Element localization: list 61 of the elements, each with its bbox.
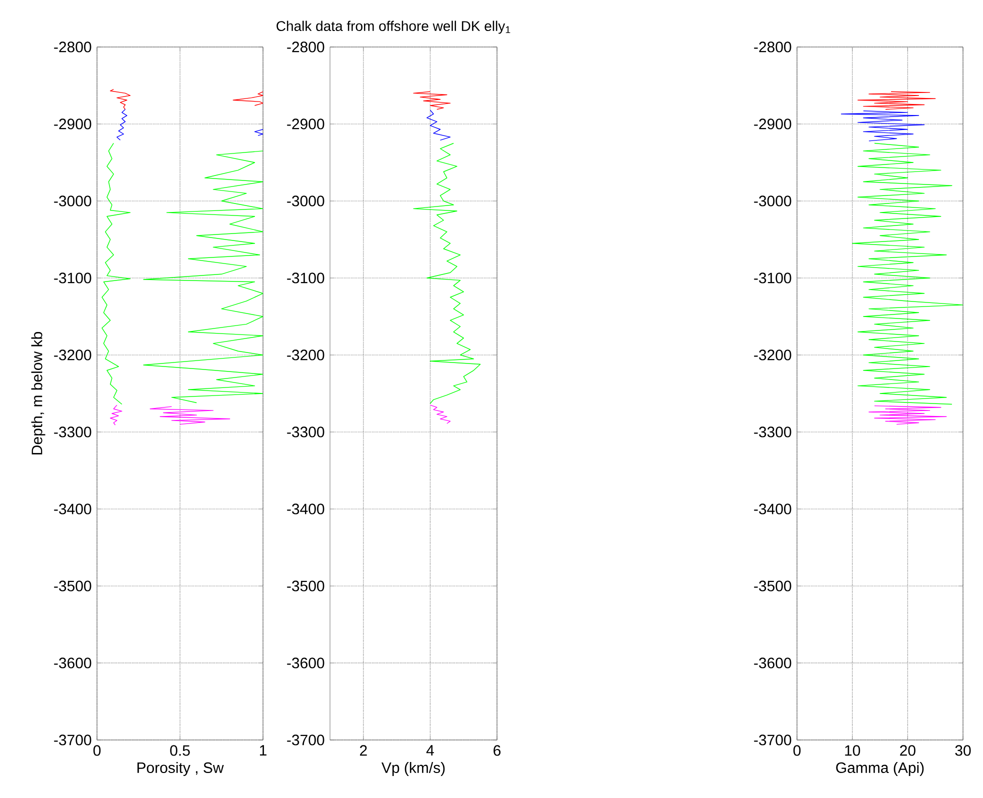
y-tick-label: -3400 (287, 504, 324, 514)
x-tick-label: 0 (793, 745, 801, 756)
x-tick-label: 1 (260, 745, 266, 756)
line-series (430, 404, 451, 424)
y-tick-label: -3200 (754, 350, 792, 360)
line-series (110, 404, 122, 426)
line-series (858, 91, 936, 110)
line-series (232, 91, 264, 106)
x-tick-label: 6 (494, 745, 501, 756)
y-tick-label: -3600 (287, 658, 324, 668)
x-tick-label: 0.5 (170, 745, 190, 756)
y-tick-label: -3000 (54, 196, 92, 206)
x-axis-title: Gamma (Api) (836, 762, 924, 776)
x-tick-label: 20 (900, 745, 916, 756)
y-tick-label: -2900 (54, 118, 92, 130)
y-tick-label: -3200 (54, 350, 92, 360)
x-tick-label: 30 (955, 745, 971, 756)
line-series (840, 110, 925, 142)
y-tick-label: -3100 (54, 272, 92, 284)
x-tick-label: 2 (360, 745, 367, 756)
line-series (102, 142, 131, 405)
y-tick-label: -3200 (287, 350, 324, 360)
x-axis-title: Vp (km/s) (381, 762, 445, 776)
line-series (852, 142, 963, 405)
y-tick-label: -3300 (287, 426, 324, 438)
line-series (413, 91, 451, 110)
line-series (426, 110, 451, 141)
line-series (143, 150, 264, 404)
y-tick-label: -3500 (54, 580, 92, 592)
line-series (150, 406, 230, 425)
x-tick-label: 10 (845, 745, 860, 756)
line-series (868, 405, 947, 425)
y-tick-label: -3600 (754, 658, 792, 668)
y-tick-label: -3100 (754, 272, 792, 284)
y-tick-label: -2900 (754, 118, 792, 130)
y-axis-title: Depth, m below kb (31, 332, 46, 454)
x-tick-label: 0 (93, 745, 101, 756)
x-axis-title: Porosity , Sw (137, 762, 224, 776)
y-tick-label: -3600 (54, 658, 92, 668)
y-tick-label: -3000 (287, 196, 324, 206)
y-tick-label: -2800 (287, 42, 324, 52)
y-tick-label: -2800 (54, 42, 92, 52)
line-series (116, 109, 128, 141)
y-tick-label: -3300 (754, 426, 792, 438)
y-tick-label: -3400 (754, 504, 792, 514)
y-tick-label: -3700 (54, 734, 92, 746)
line-series (413, 142, 481, 404)
y-tick-label: -2800 (754, 42, 792, 52)
y-tick-label: -3500 (287, 580, 324, 592)
line-series (110, 89, 131, 110)
y-tick-label: -2900 (287, 118, 324, 130)
y-tick-label: -3100 (287, 272, 324, 284)
y-tick-label: -3700 (287, 734, 324, 746)
y-tick-label: -3300 (54, 426, 92, 438)
y-tick-label: -3400 (54, 504, 92, 514)
y-tick-label: -3500 (754, 580, 792, 592)
line-series (254, 129, 264, 136)
x-tick-label: 4 (426, 745, 434, 756)
chart-title: Chalk data from offshore well DK elly$_{1}$ (276, 20, 510, 34)
y-tick-label: -3700 (754, 734, 792, 746)
y-tick-label: -3000 (754, 196, 792, 206)
